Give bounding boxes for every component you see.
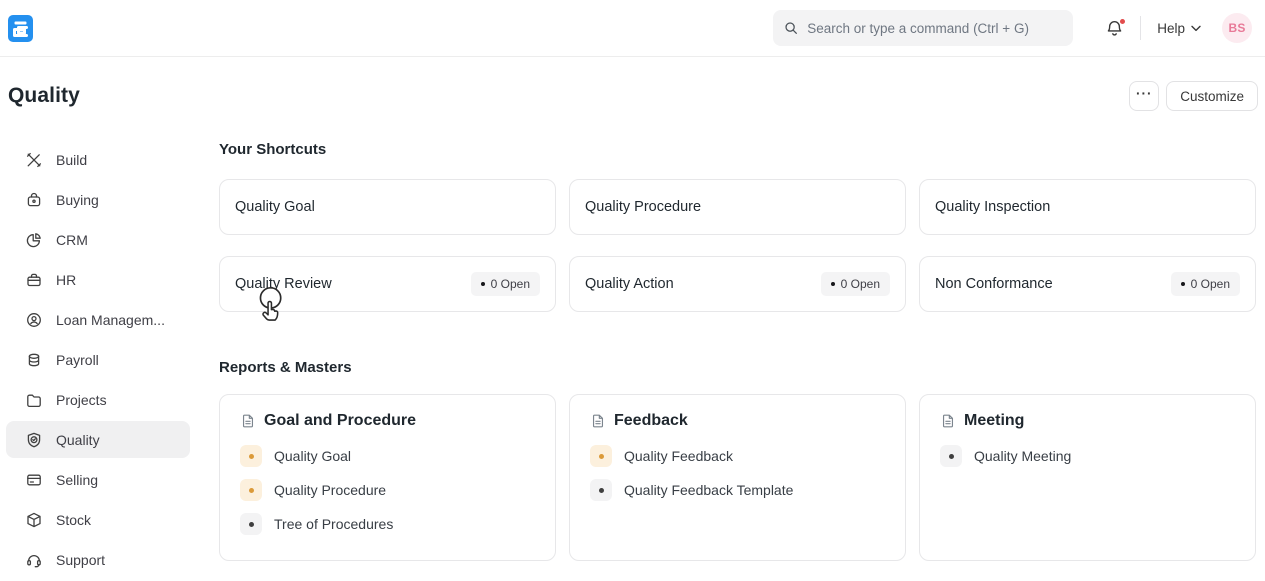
indicator-dot — [590, 479, 612, 501]
sidebar-item-selling[interactable]: Selling — [6, 461, 190, 498]
sidebar-item-projects[interactable]: Projects — [6, 381, 190, 418]
pie-chart-icon — [26, 232, 41, 247]
link-tree-of-procedures[interactable]: Tree of Procedures — [240, 513, 535, 535]
sidebar-item-stock[interactable]: Stock — [6, 501, 190, 538]
card-icon — [27, 474, 41, 485]
global-search[interactable] — [773, 10, 1074, 46]
shortcut-quality-action[interactable]: Quality Action 0 Open — [569, 256, 906, 312]
briefcase-icon — [27, 273, 41, 286]
customize-button[interactable]: Customize — [1166, 81, 1258, 111]
link-label: Quality Feedback — [624, 448, 733, 464]
sidebar-item-support[interactable]: Support — [6, 541, 190, 578]
open-count-badge: 0 Open — [820, 272, 890, 296]
link-label: Quality Goal — [274, 448, 352, 464]
sidebar-item-hr[interactable]: HR — [6, 261, 190, 298]
document-icon — [942, 414, 954, 428]
sidebar-item-label: Build — [56, 151, 88, 168]
bell-icon — [1107, 20, 1122, 36]
reports-heading: Reports & Masters — [219, 359, 352, 376]
notifications-button[interactable] — [1105, 17, 1127, 38]
shortcut-label: Quality Inspection — [935, 199, 1051, 215]
main-content: Your Shortcuts Quality Goal Quality Proc… — [219, 141, 1256, 561]
search-icon — [785, 22, 798, 34]
link-label: Quality Feedback Template — [624, 482, 794, 498]
report-card-goal-and-procedure: Goal and Procedure Quality Goal Quality … — [219, 394, 556, 561]
more-options-button[interactable]: ··· — [1129, 81, 1160, 111]
report-card-title: Goal and Procedure — [264, 412, 417, 429]
shortcut-label: Quality Goal — [235, 199, 315, 215]
report-card-title: Meeting — [964, 412, 1025, 429]
sidebar-item-crm[interactable]: CRM — [6, 221, 190, 258]
indicator-dot — [240, 445, 262, 467]
sidebar-item-label: Projects — [56, 391, 107, 408]
sidebar: Build Buying CRM HR Loan Managem... — [0, 141, 196, 581]
sidebar-item-label: HR — [56, 271, 77, 288]
sidebar-item-label: Support — [56, 551, 106, 568]
open-count-badge: 0 Open — [470, 272, 540, 296]
sidebar-item-quality[interactable]: Quality — [6, 421, 190, 458]
shortcut-label: Non Conformance — [935, 276, 1053, 292]
tools-icon — [26, 152, 42, 167]
help-label: Help — [1157, 20, 1185, 36]
sidebar-item-label: Loan Managem... — [56, 311, 165, 328]
sidebar-item-label: Selling — [56, 471, 99, 488]
document-icon — [242, 414, 254, 428]
link-quality-feedback[interactable]: Quality Feedback — [590, 445, 885, 467]
indicator-dot — [240, 513, 262, 535]
sidebar-item-label: Quality — [56, 431, 100, 448]
shortcuts-heading: Your Shortcuts — [219, 141, 327, 158]
nav-divider — [1140, 16, 1142, 40]
sidebar-item-build[interactable]: Build — [6, 141, 190, 178]
indicator-dot — [940, 445, 962, 467]
notification-dot — [1119, 17, 1127, 25]
document-icon — [592, 414, 604, 428]
help-menu[interactable]: Help — [1157, 21, 1201, 36]
shortcut-non-conformance[interactable]: Non Conformance 0 Open — [919, 256, 1256, 312]
link-quality-goal[interactable]: Quality Goal — [240, 445, 535, 467]
coins-icon — [28, 353, 40, 366]
shortcut-label: Quality Procedure — [585, 199, 702, 215]
sidebar-item-buying[interactable]: Buying — [6, 181, 190, 218]
shortcut-quality-procedure[interactable]: Quality Procedure — [569, 179, 906, 235]
link-quality-feedback-template[interactable]: Quality Feedback Template — [590, 479, 885, 501]
search-input[interactable] — [807, 20, 1064, 36]
link-quality-procedure[interactable]: Quality Procedure — [240, 479, 535, 501]
shortcuts-grid: Quality Goal Quality Procedure Quality I… — [219, 179, 1256, 312]
loan-icon — [27, 312, 41, 327]
folder-icon — [27, 394, 41, 407]
sidebar-item-label: Stock — [56, 511, 92, 528]
chevron-down-icon — [1191, 25, 1201, 31]
sidebar-item-loan-management[interactable]: Loan Managem... — [6, 301, 190, 338]
reports-grid: Goal and Procedure Quality Goal Quality … — [219, 394, 1256, 561]
report-card-feedback: Feedback Quality Feedback Quality Feedba… — [569, 394, 906, 561]
shortcut-quality-goal[interactable]: Quality Goal — [219, 179, 556, 235]
shortcut-quality-inspection[interactable]: Quality Inspection — [919, 179, 1256, 235]
open-count-badge: 0 Open — [1170, 272, 1240, 296]
indicator-dot — [240, 479, 262, 501]
shortcut-quality-review[interactable]: Quality Review 0 Open — [219, 256, 556, 312]
sidebar-item-label: Payroll — [56, 351, 99, 368]
report-card-title: Feedback — [614, 412, 688, 429]
page-header: Quality ··· Customize — [8, 80, 1258, 112]
app-logo-icon[interactable] — [8, 14, 33, 42]
sidebar-item-label: Buying — [56, 191, 99, 208]
bag-icon — [27, 192, 41, 206]
sidebar-item-label: CRM — [56, 231, 88, 248]
link-label: Quality Procedure — [274, 482, 387, 498]
shortcut-label: Quality Action — [585, 276, 674, 292]
report-card-meeting: Meeting Quality Meeting — [919, 394, 1256, 561]
link-quality-meeting[interactable]: Quality Meeting — [940, 445, 1235, 467]
indicator-dot — [590, 445, 612, 467]
link-label: Tree of Procedures — [274, 516, 394, 532]
avatar[interactable]: BS — [1222, 13, 1252, 43]
page-title: Quality — [8, 84, 80, 107]
shortcut-label: Quality Review — [235, 276, 332, 292]
shield-check-icon — [27, 432, 41, 447]
navbar: Help BS — [0, 0, 1265, 57]
sidebar-item-payroll[interactable]: Payroll — [6, 341, 190, 378]
link-label: Quality Meeting — [974, 448, 1072, 464]
box-icon — [27, 512, 41, 527]
headset-icon — [27, 554, 41, 567]
